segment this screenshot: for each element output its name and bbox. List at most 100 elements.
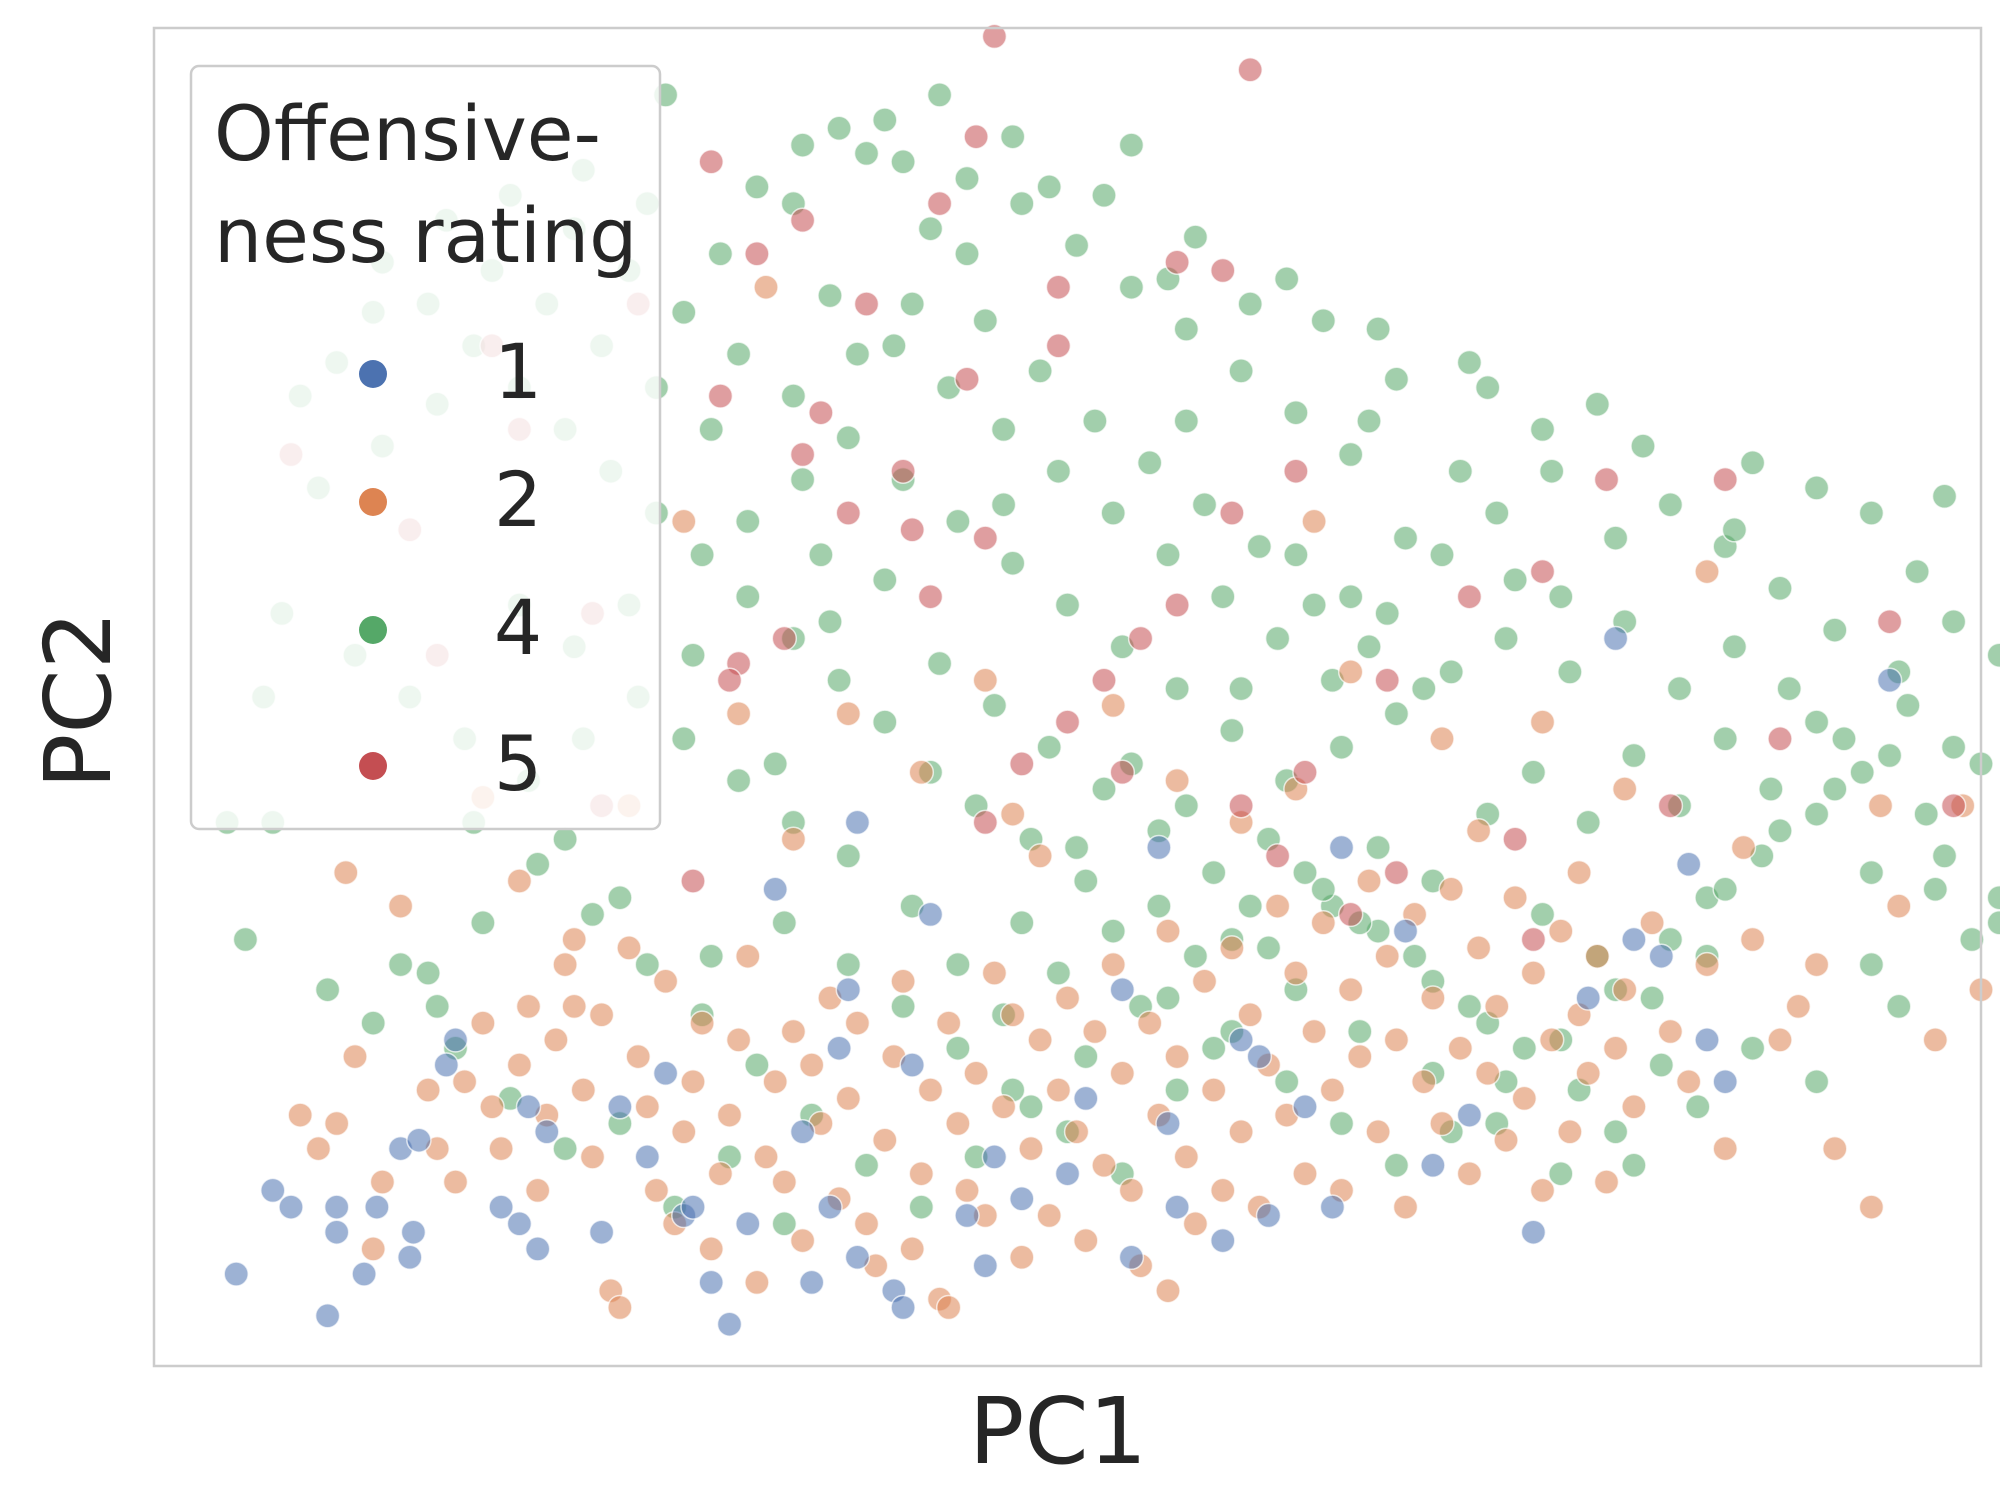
- point-rating-4-170: [1959, 926, 1985, 953]
- point-rating-4-118: [990, 416, 1017, 443]
- legend-box: [189, 64, 662, 831]
- point-rating-4-147: [872, 567, 898, 593]
- point-rating-4-266: [1822, 776, 1848, 802]
- point-rating-4-42: [1073, 868, 1099, 894]
- point-rating-4-205: [1228, 675, 1254, 702]
- point-rating-2-143: [1785, 993, 1812, 1020]
- point-rating-4-60: [314, 976, 341, 1003]
- point-rating-2-100: [1301, 1018, 1327, 1045]
- point-rating-5-37: [1593, 466, 1620, 493]
- point-rating-4-17: [1739, 450, 1766, 476]
- point-rating-2-50: [844, 1010, 871, 1036]
- point-rating-4-225: [1191, 491, 1218, 518]
- point-rating-4-254: [1164, 1077, 1190, 1103]
- point-rating-4-135: [954, 241, 980, 267]
- point-rating-2-167: [1730, 834, 1757, 861]
- point-rating-2-9: [451, 1068, 478, 1095]
- point-rating-4-68: [945, 951, 971, 978]
- point-rating-2-132: [1593, 1169, 1620, 1195]
- point-rating-1-35: [899, 1052, 925, 1078]
- point-rating-5-31: [1228, 792, 1254, 819]
- point-rating-2-179: [1566, 859, 1592, 886]
- point-rating-2-131: [1584, 943, 1611, 969]
- point-rating-2-24: [607, 1294, 633, 1321]
- point-rating-1-29: [817, 1194, 843, 1220]
- point-rating-4-297: [990, 491, 1017, 518]
- legend-label-4: 4: [494, 583, 542, 672]
- point-rating-2-75: [1073, 1227, 1099, 1254]
- point-rating-2-142: [1767, 1027, 1793, 1053]
- point-rating-4-92: [1767, 575, 1793, 602]
- point-rating-4-138: [789, 466, 816, 493]
- point-rating-1-67: [917, 901, 944, 928]
- point-rating-4-34: [1602, 1119, 1629, 1145]
- point-rating-4-96: [1548, 583, 1574, 610]
- point-rating-2-99: [1292, 1160, 1318, 1187]
- point-rating-2-18: [552, 951, 578, 978]
- point-rating-4-248: [835, 951, 862, 978]
- point-rating-1-52: [1694, 1027, 1720, 1053]
- point-rating-4-246: [725, 767, 752, 794]
- point-rating-4-79: [1520, 759, 1547, 786]
- point-rating-4-86: [1849, 759, 1875, 786]
- point-rating-1-44: [1228, 1027, 1254, 1053]
- point-rating-4-187: [908, 1194, 935, 1220]
- point-rating-4-127: [1484, 500, 1510, 526]
- point-rating-5-32: [1264, 843, 1291, 869]
- point-rating-4-176: [1511, 1035, 1538, 1061]
- point-rating-2-166: [1611, 776, 1638, 802]
- point-rating-4-164: [1803, 801, 1830, 827]
- point-rating-2-57: [908, 1160, 935, 1187]
- point-rating-5-41: [1767, 726, 1793, 752]
- point-rating-2-15: [524, 1177, 551, 1204]
- point-rating-4-228: [1356, 634, 1382, 660]
- point-rating-4-220: [917, 215, 944, 242]
- point-rating-4-8: [1118, 132, 1145, 158]
- point-rating-1-49: [1520, 1219, 1547, 1245]
- point-rating-2-39: [744, 1269, 770, 1296]
- point-rating-4-85: [1803, 709, 1830, 735]
- point-rating-4-180: [1292, 859, 1318, 886]
- point-rating-5-7: [853, 291, 880, 317]
- point-rating-1-51: [1648, 943, 1675, 969]
- point-rating-4-250: [945, 1035, 971, 1061]
- plot-frame: [152, 26, 1983, 1368]
- point-rating-2-153: [387, 893, 414, 919]
- point-rating-4-106: [999, 550, 1026, 576]
- point-rating-4-267: [1876, 742, 1903, 769]
- point-rating-5-4: [926, 190, 953, 217]
- point-rating-4-193: [579, 901, 606, 928]
- point-rating-4-4: [872, 107, 898, 133]
- legend-label-5: 5: [494, 719, 542, 808]
- point-rating-1-17: [534, 1119, 560, 1145]
- point-rating-2-117: [1456, 1160, 1483, 1187]
- point-rating-2-121: [1493, 1127, 1519, 1153]
- point-rating-1-18: [588, 1219, 615, 1245]
- point-rating-1-12: [442, 1027, 469, 1053]
- point-rating-2-72: [1045, 1077, 1072, 1103]
- point-rating-1-20: [652, 1060, 679, 1087]
- point-rating-1-54: [1146, 834, 1172, 861]
- point-rating-4-223: [1082, 408, 1108, 434]
- point-rating-1-24: [716, 1311, 743, 1337]
- point-rating-4-207: [1337, 583, 1364, 610]
- point-rating-1-64: [397, 1244, 423, 1271]
- point-rating-2-108: [1374, 943, 1400, 969]
- point-rating-4-128: [1337, 441, 1364, 468]
- point-rating-2-35: [707, 1160, 734, 1187]
- point-rating-2-88: [1191, 968, 1218, 995]
- point-rating-5-49: [917, 583, 944, 610]
- point-rating-4-215: [1776, 675, 1802, 702]
- point-rating-1-65: [1420, 1152, 1446, 1179]
- point-rating-2-96: [1264, 893, 1291, 919]
- point-rating-5-30: [1283, 458, 1309, 484]
- point-rating-2-151: [1694, 558, 1720, 585]
- point-rating-4-74: [1255, 935, 1282, 961]
- point-rating-5-11: [1164, 249, 1190, 275]
- point-rating-1-46: [1255, 1202, 1282, 1229]
- point-rating-4-130: [1228, 358, 1254, 384]
- point-rating-4-65: [771, 910, 798, 936]
- point-rating-4-46: [872, 709, 898, 735]
- point-rating-4-218: [1940, 608, 1967, 635]
- point-rating-4-296: [808, 542, 834, 568]
